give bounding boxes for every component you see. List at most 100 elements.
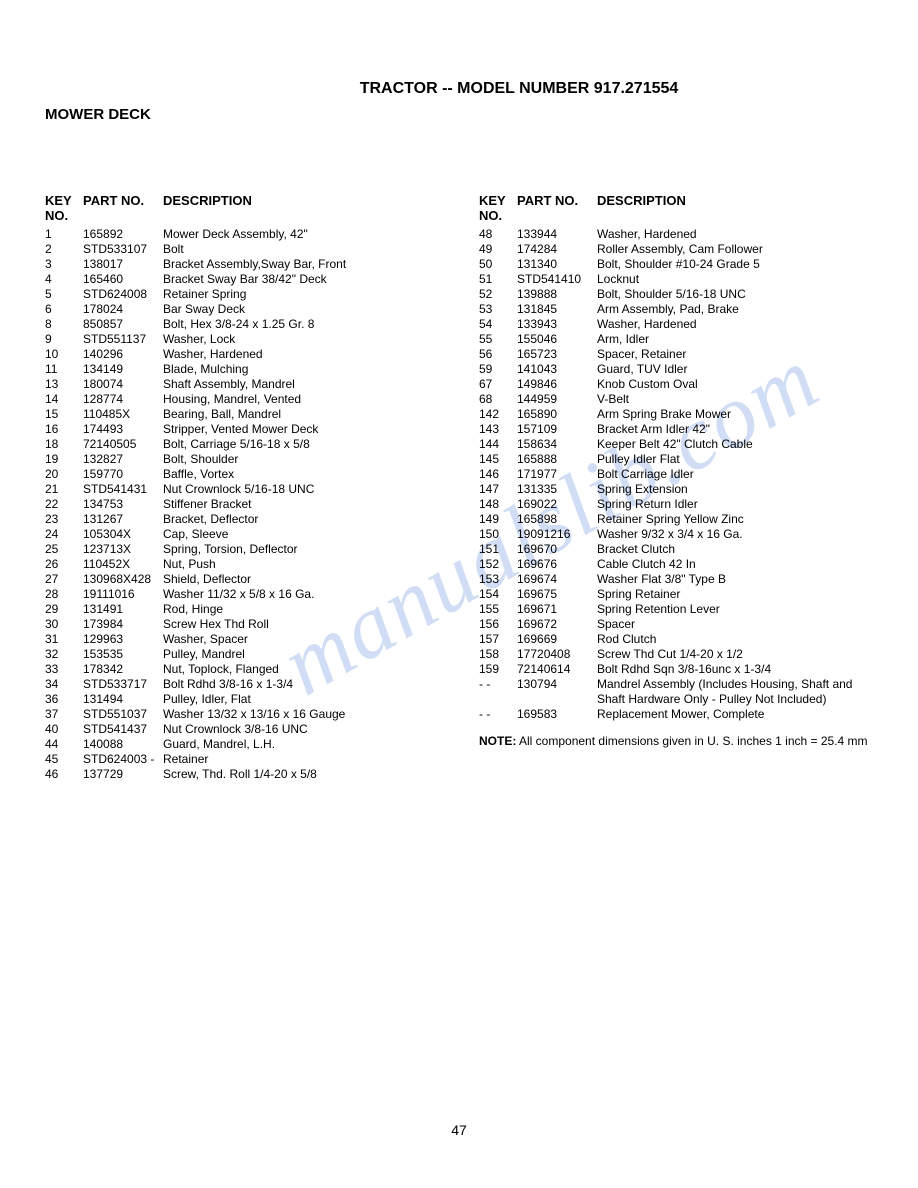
part-row: - -130794Mandrel Assembly (Includes Hous…: [479, 677, 873, 707]
key-no: 54: [479, 317, 517, 332]
part-no: 19091216: [517, 527, 597, 542]
part-row: 67149846Knob Custom Oval: [479, 377, 873, 392]
part-row: 16174493Stripper, Vented Mower Deck: [45, 422, 439, 437]
key-no: 9: [45, 332, 83, 347]
description: Washer, Hardened: [597, 227, 873, 242]
description: Washer Flat 3/8" Type B: [597, 572, 873, 587]
section-title: MOWER DECK: [45, 106, 873, 123]
part-row: 1165892Mower Deck Assembly, 42": [45, 227, 439, 242]
part-no: STD541410: [517, 272, 597, 287]
key-no: 50: [479, 257, 517, 272]
description: Bearing, Ball, Mandrel: [163, 407, 439, 422]
part-no: STD551137: [83, 332, 163, 347]
key-no: 48: [479, 227, 517, 242]
part-row: 13180074Shaft Assembly, Mandrel: [45, 377, 439, 392]
part-no: 169676: [517, 557, 597, 572]
part-no: 178342: [83, 662, 163, 677]
key-no: 15: [45, 407, 83, 422]
key-no: 154: [479, 587, 517, 602]
part-row: 6178024Bar Sway Deck: [45, 302, 439, 317]
description: Bolt Rdhd Sqn 3/8-16unc x 1-3/4: [597, 662, 873, 677]
key-no: 6: [45, 302, 83, 317]
key-no: 45: [45, 752, 83, 767]
description: Spring, Torsion, Deflector: [163, 542, 439, 557]
part-row: 48133944Washer, Hardened: [479, 227, 873, 242]
part-row: 5STD624008Retainer Spring: [45, 287, 439, 302]
part-no: 155046: [517, 332, 597, 347]
part-row: 15110485XBearing, Ball, Mandrel: [45, 407, 439, 422]
key-no: 44: [45, 737, 83, 752]
key-no: 5: [45, 287, 83, 302]
description: Screw Thd Cut 1/4-20 x 1/2: [597, 647, 873, 662]
key-no: 20: [45, 467, 83, 482]
key-no: 16: [45, 422, 83, 437]
description: Arm, Idler: [597, 332, 873, 347]
key-no: 156: [479, 617, 517, 632]
key-no: 8: [45, 317, 83, 332]
key-no: 37: [45, 707, 83, 722]
key-no: 21: [45, 482, 83, 497]
key-no: 26: [45, 557, 83, 572]
part-row: 23131267Bracket, Deflector: [45, 512, 439, 527]
part-row: 149165898Retainer Spring Yellow Zinc: [479, 512, 873, 527]
part-row: 3138017Bracket Assembly,Sway Bar, Front: [45, 257, 439, 272]
part-no: 129963: [83, 632, 163, 647]
part-row: 33178342Nut, Toplock, Flanged: [45, 662, 439, 677]
key-no: 23: [45, 512, 83, 527]
page-title: TRACTOR -- MODEL NUMBER 917.271554: [165, 80, 873, 98]
description: Replacement Mower, Complete: [597, 707, 873, 722]
key-no: 157: [479, 632, 517, 647]
part-row: 8850857Bolt, Hex 3/8-24 x 1.25 Gr. 8: [45, 317, 439, 332]
description: Washer, Lock: [163, 332, 439, 347]
key-no: 152: [479, 557, 517, 572]
header-desc: DESCRIPTION: [163, 193, 439, 223]
part-row: 40STD541437Nut Crownlock 3/8-16 UNC: [45, 722, 439, 737]
part-row: 15817720408Screw Thd Cut 1/4-20 x 1/2: [479, 647, 873, 662]
part-no: 128774: [83, 392, 163, 407]
part-no: 141043: [517, 362, 597, 377]
description: Bolt, Shoulder: [163, 452, 439, 467]
part-row: 55155046Arm, Idler: [479, 332, 873, 347]
key-no: 49: [479, 242, 517, 257]
part-row: 157169669Rod Clutch: [479, 632, 873, 647]
description: Pulley, Mandrel: [163, 647, 439, 662]
part-no: 131340: [517, 257, 597, 272]
description: Stripper, Vented Mower Deck: [163, 422, 439, 437]
part-row: 4165460Bracket Sway Bar 38/42" Deck: [45, 272, 439, 287]
part-row: 20159770Baffle, Vortex: [45, 467, 439, 482]
key-no: 51: [479, 272, 517, 287]
key-no: 40: [45, 722, 83, 737]
part-row: 146171977Bolt Carriage Idler: [479, 467, 873, 482]
description: Nut Crownlock 5/16-18 UNC: [163, 482, 439, 497]
part-row: 143157109Bracket Arm Idler 42": [479, 422, 873, 437]
description: Bolt: [163, 242, 439, 257]
part-no: STD624003 -: [83, 752, 163, 767]
key-no: 142: [479, 407, 517, 422]
part-row: 10140296Washer, Hardened: [45, 347, 439, 362]
part-no: 169672: [517, 617, 597, 632]
key-no: 146: [479, 467, 517, 482]
part-no: 134753: [83, 497, 163, 512]
part-no: 17720408: [517, 647, 597, 662]
part-row: 31129963Washer, Spacer: [45, 632, 439, 647]
part-no: 110452X: [83, 557, 163, 572]
description: Rod Clutch: [597, 632, 873, 647]
part-row: 22134753Stiffener Bracket: [45, 497, 439, 512]
description: Pulley Idler Flat: [597, 452, 873, 467]
key-no: 155: [479, 602, 517, 617]
part-no: 158634: [517, 437, 597, 452]
part-no: 134149: [83, 362, 163, 377]
description: V-Belt: [597, 392, 873, 407]
part-row: 37STD551037Washer 13/32 x 13/16 x 16 Gau…: [45, 707, 439, 722]
part-no: 149846: [517, 377, 597, 392]
part-no: 169669: [517, 632, 597, 647]
description: Guard, TUV Idler: [597, 362, 873, 377]
key-no: 159: [479, 662, 517, 677]
description: Bar Sway Deck: [163, 302, 439, 317]
part-row: 44140088Guard, Mandrel, L.H.: [45, 737, 439, 752]
description: Spring Retention Lever: [597, 602, 873, 617]
part-no: 173984: [83, 617, 163, 632]
description: Washer, Hardened: [597, 317, 873, 332]
description: Roller Assembly, Cam Follower: [597, 242, 873, 257]
key-no: 158: [479, 647, 517, 662]
